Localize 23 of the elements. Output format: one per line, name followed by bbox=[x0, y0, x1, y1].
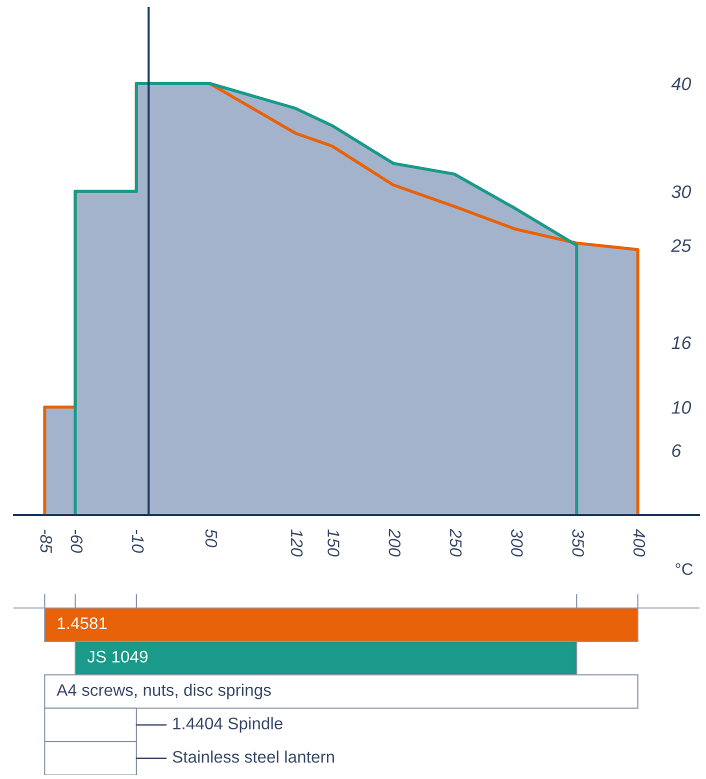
category-label: JS 1049 bbox=[87, 650, 148, 663]
x-tick-label: 120 bbox=[290, 529, 303, 557]
x-tick-label: 50 bbox=[205, 529, 218, 548]
y-tick-label: 6 bbox=[672, 444, 682, 457]
y-tick-label: 40 bbox=[671, 77, 692, 90]
x-tick-label: 300 bbox=[511, 529, 523, 557]
x-tick-label: -60 bbox=[70, 530, 83, 553]
y-tick-label: 25 bbox=[671, 239, 692, 252]
x-tick-label: 250 bbox=[450, 528, 462, 557]
y-tick-label: 30 bbox=[672, 185, 692, 198]
category-label: Stainless steel lantern bbox=[172, 750, 334, 763]
x-tick-label: 400 bbox=[633, 528, 646, 557]
x-tick-label: 150 bbox=[328, 529, 340, 557]
x-tick-label: 200 bbox=[388, 528, 401, 557]
x-axis-title: °C bbox=[676, 563, 693, 576]
category-label: 1.4581 bbox=[58, 617, 107, 630]
x-tick-label: -85 bbox=[40, 530, 52, 554]
category-label: A4 screws, nuts, disc springs bbox=[56, 684, 271, 700]
y-tick-label: 16 bbox=[672, 336, 692, 350]
y-tick-label: 10 bbox=[672, 401, 692, 414]
x-tick-label: -10 bbox=[132, 530, 144, 553]
x-tick-label: 350 bbox=[572, 529, 584, 557]
category-label: 1.4404 Spindle bbox=[173, 717, 282, 733]
